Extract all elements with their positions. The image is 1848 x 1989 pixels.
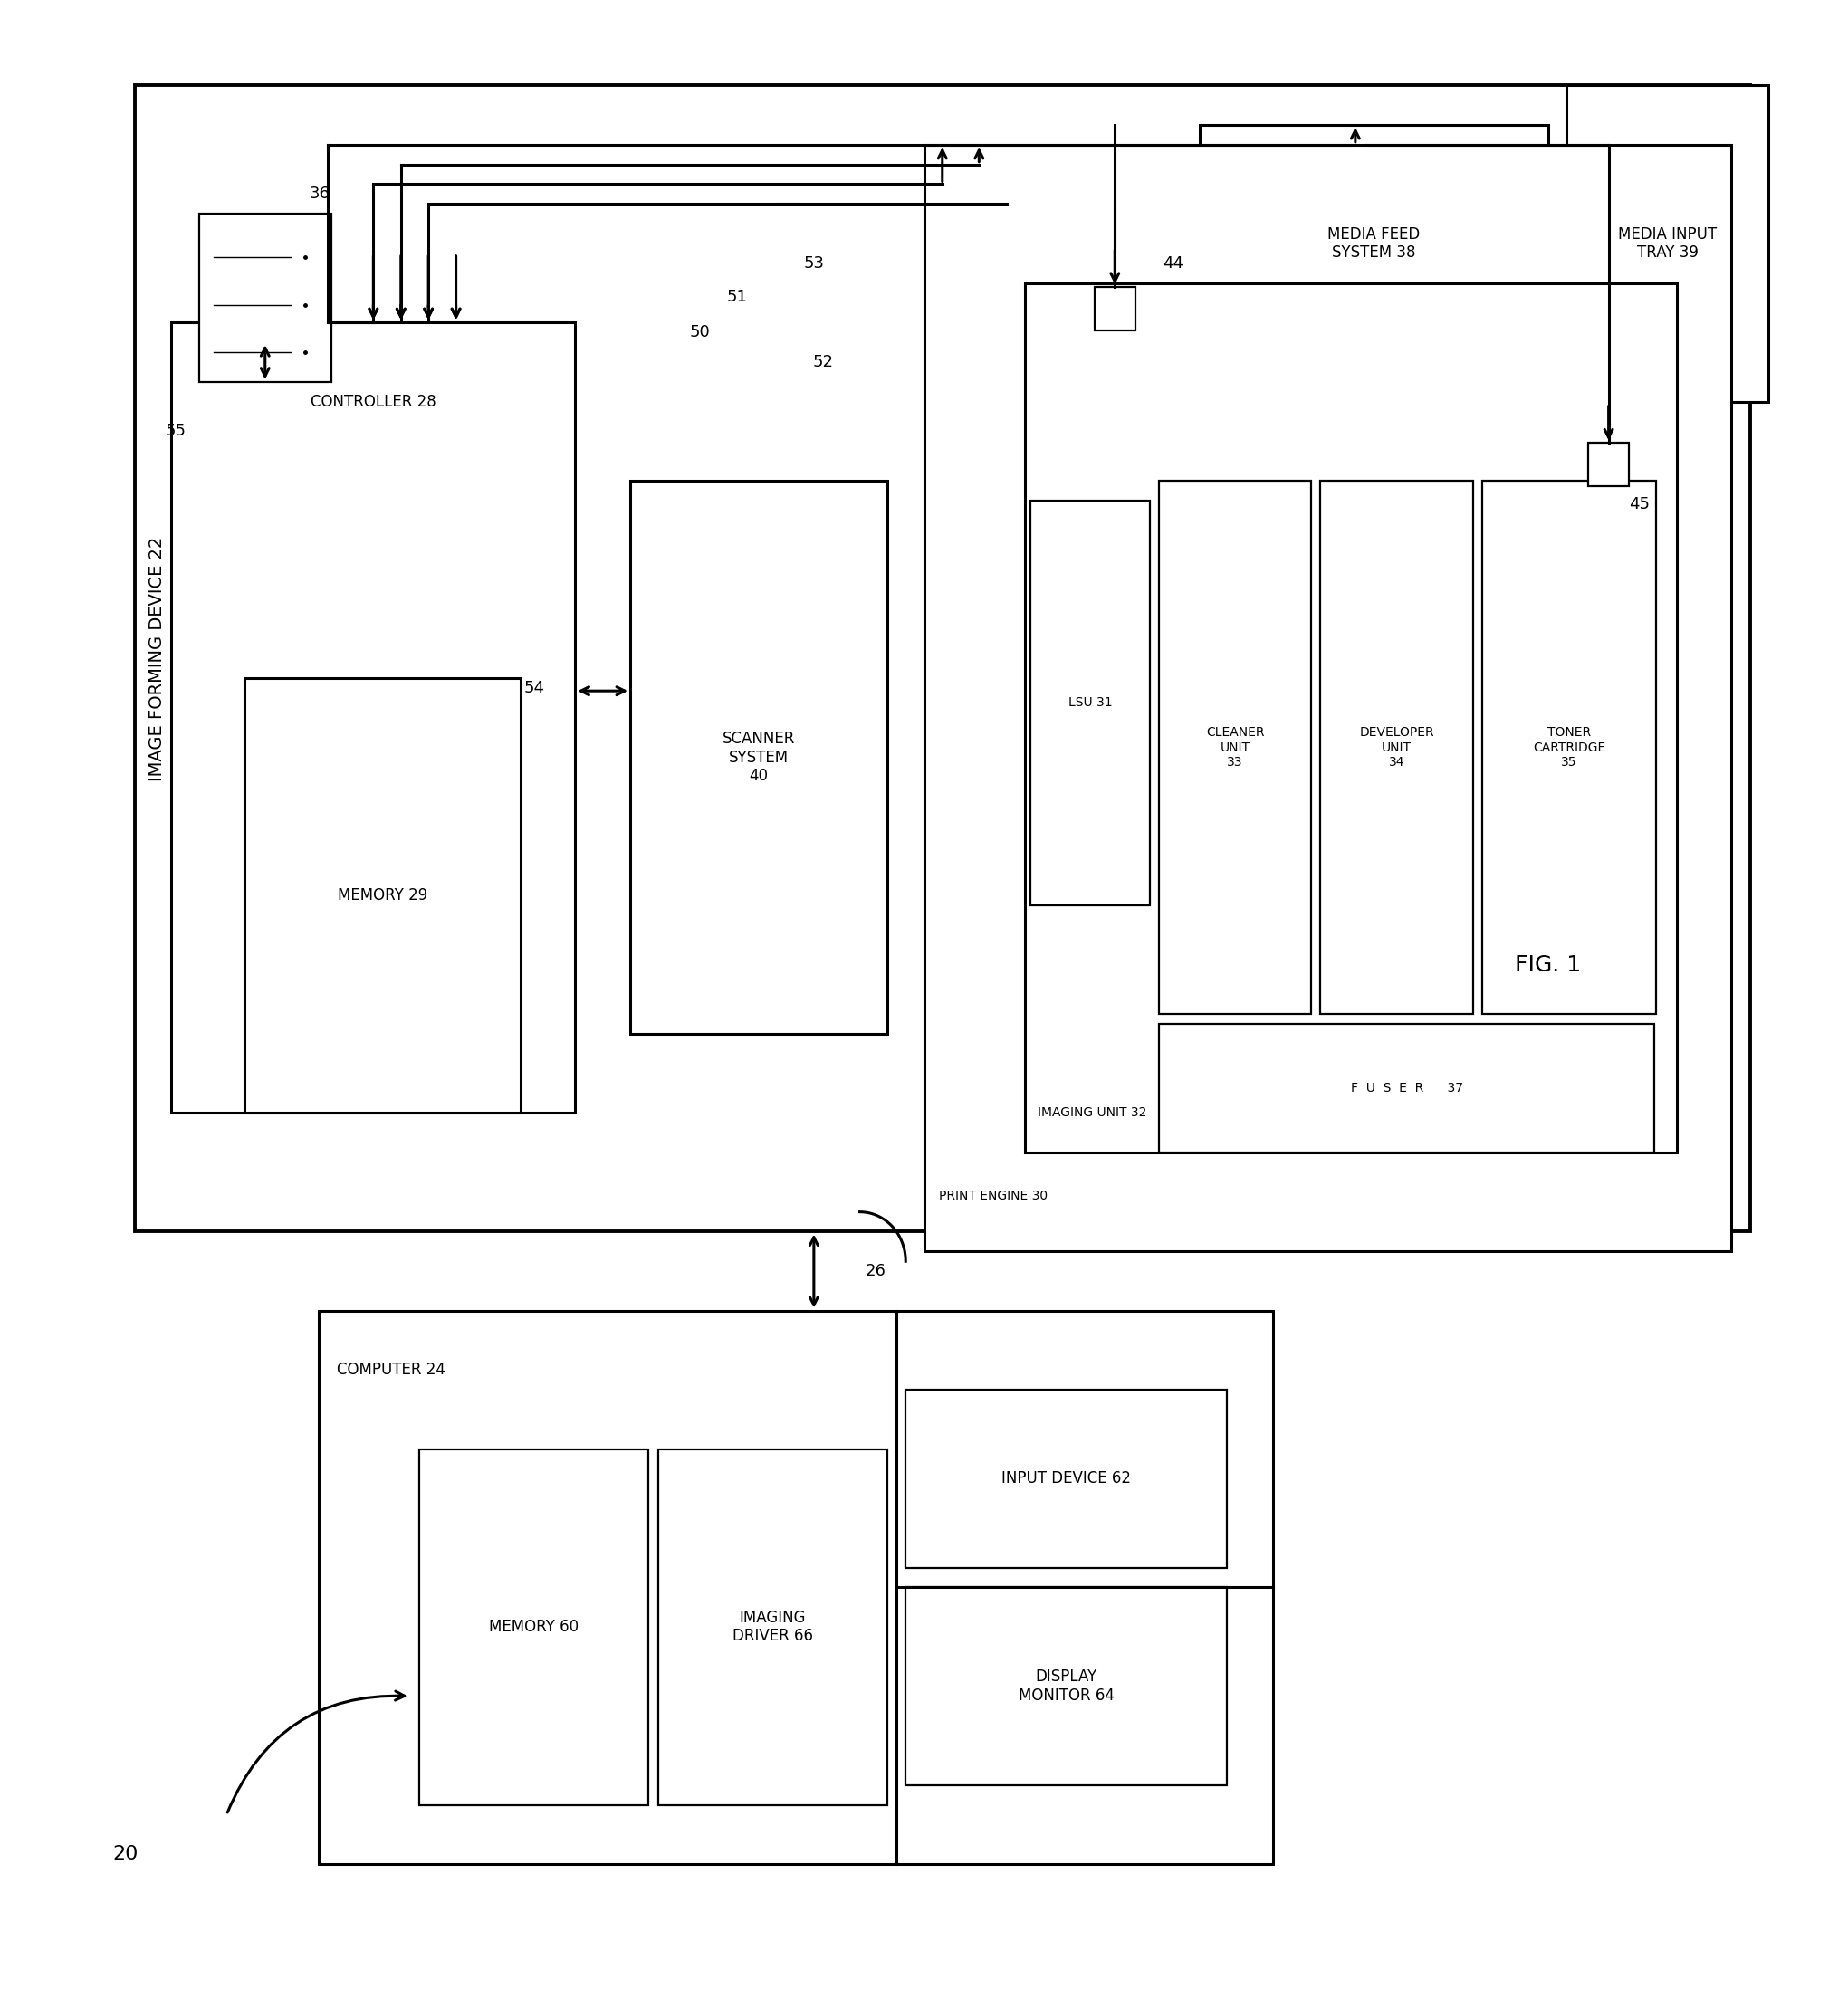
Text: 52: 52: [813, 354, 833, 370]
Text: DEVELOPER
UNIT
34: DEVELOPER UNIT 34: [1360, 726, 1434, 768]
Bar: [1567, 86, 1769, 402]
Text: PRINT ENGINE 30: PRINT ENGINE 30: [939, 1189, 1048, 1203]
Text: 54: 54: [523, 680, 545, 696]
Text: 45: 45: [1628, 495, 1650, 513]
Text: MEDIA FEED
SYSTEM 38: MEDIA FEED SYSTEM 38: [1327, 227, 1419, 261]
Text: 44: 44: [1162, 255, 1183, 271]
Bar: [906, 1390, 1227, 1567]
Text: MEMORY 60: MEMORY 60: [490, 1619, 578, 1635]
Text: IMAGE FORMING DEVICE 22: IMAGE FORMING DEVICE 22: [148, 537, 164, 782]
Bar: [906, 1587, 1227, 1784]
Bar: [172, 322, 575, 1114]
Text: 51: 51: [726, 288, 747, 304]
Text: FIG. 1: FIG. 1: [1515, 955, 1582, 977]
Bar: [1482, 481, 1656, 1014]
Text: 55: 55: [164, 424, 187, 440]
Bar: [1199, 125, 1549, 362]
Text: LSU 31: LSU 31: [1068, 696, 1112, 710]
Text: INPUT DEVICE 62: INPUT DEVICE 62: [1002, 1470, 1131, 1488]
Text: IMAGING
DRIVER 66: IMAGING DRIVER 66: [732, 1609, 813, 1645]
Bar: [924, 145, 1732, 1251]
Text: 20: 20: [113, 1846, 139, 1864]
Bar: [1589, 444, 1628, 487]
Bar: [1159, 481, 1312, 1014]
Text: CONTROLLER 28: CONTROLLER 28: [310, 394, 436, 410]
Bar: [135, 86, 1750, 1231]
Text: 36: 36: [309, 185, 329, 203]
Text: MEMORY 29: MEMORY 29: [338, 887, 427, 903]
Bar: [658, 1450, 887, 1804]
Text: 26: 26: [865, 1263, 885, 1279]
Bar: [1321, 481, 1473, 1014]
Bar: [419, 1450, 649, 1804]
Bar: [246, 678, 519, 1114]
Text: 53: 53: [804, 255, 824, 271]
Bar: [1026, 282, 1676, 1152]
Text: TONER
CARTRIDGE
35: TONER CARTRIDGE 35: [1532, 726, 1606, 768]
Bar: [200, 213, 331, 382]
Text: COMPUTER 24: COMPUTER 24: [336, 1362, 445, 1378]
Bar: [1031, 501, 1149, 905]
Bar: [318, 1311, 1273, 1864]
Text: F  U  S  E  R      37: F U S E R 37: [1351, 1082, 1464, 1094]
Text: CLEANER
UNIT
33: CLEANER UNIT 33: [1207, 726, 1264, 768]
Text: DISPLAY
MONITOR 64: DISPLAY MONITOR 64: [1018, 1669, 1114, 1705]
Text: MEDIA INPUT
TRAY 39: MEDIA INPUT TRAY 39: [1619, 227, 1717, 261]
Bar: [1159, 1024, 1654, 1152]
Bar: [1094, 286, 1135, 330]
Text: IMAGING UNIT 32: IMAGING UNIT 32: [1039, 1106, 1148, 1120]
Text: SCANNER
SYSTEM
40: SCANNER SYSTEM 40: [723, 730, 795, 784]
Text: 50: 50: [689, 324, 710, 340]
Bar: [630, 481, 887, 1034]
